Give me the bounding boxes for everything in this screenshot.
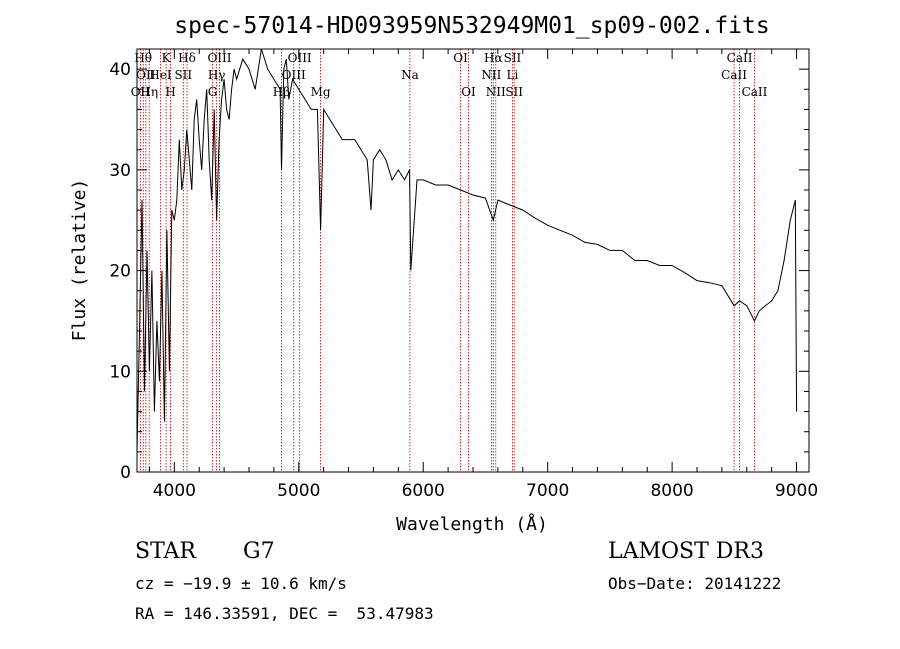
axis-ticks: 4000 5000 6000 7000 8000 9000 0 10 20 30 40 [109,48,818,501]
line-label: SII [505,85,523,99]
line-label: Mg [311,85,331,99]
y-tick-label: 20 [109,262,131,282]
plot-frame [136,48,810,473]
y-tick-label: 30 [109,161,131,181]
coordinates: RA = 146.33591, DEC = 53.47983 [135,604,434,623]
line-label: Na [401,68,419,82]
line-label: H [165,85,175,99]
object-class: STAR [135,539,196,564]
line-label: SII [174,68,192,82]
line-label: CaII [721,68,747,82]
line-label: OII [136,68,156,82]
object-subclass: G7 [243,539,275,564]
line-label: OII [131,85,151,99]
y-tick-label: 10 [109,362,131,382]
obs-date: Obs−Date: 20141222 [608,574,782,593]
line-label: Hη [140,85,158,99]
survey-name: LAMOST DR3 [608,539,764,564]
line-label: NII [486,85,506,99]
line-label: OIII [288,51,312,65]
x-tick-label: 4000 [153,481,196,501]
line-label: K [162,51,172,65]
line-label: NII [481,68,501,82]
y-tick-label: 0 [120,463,131,483]
line-label: Hδ [178,51,196,65]
redshift-cz: cz = −19.9 ± 10.6 km/s [135,574,347,593]
line-label: HeI [149,68,172,82]
line-label: OI [461,85,476,99]
line-label: Hα [484,51,503,65]
line-label: Li [507,68,519,82]
spectrum-line [136,48,798,452]
chart-title: spec-57014-HD093959N532949M01_sp09-002.f… [174,13,769,39]
line-label: CaII [727,51,753,65]
x-tick-label: 8000 [650,481,693,501]
x-tick-label: 9000 [775,481,818,501]
emission-line-markers [139,49,755,472]
y-axis-label: Flux (relative) [69,179,90,342]
y-tick-label: 40 [109,60,131,80]
x-tick-label: 6000 [402,481,445,501]
line-label: Hγ [208,68,226,82]
x-tick-label: 5000 [277,481,320,501]
line-label: OIII [282,68,306,82]
line-label: OIII [207,51,231,65]
line-label: Hβ [273,85,290,99]
line-label: SII [504,51,522,65]
emission-line-labels: OIIHθOIIHηHeIKHSIIHδGHγOIIIHβOIIIOIIIMgN… [131,51,768,99]
line-label: Hθ [134,51,152,65]
x-tick-label: 7000 [526,481,569,501]
line-label: CaII [742,85,768,99]
line-label: G [208,85,218,99]
x-axis-label: Wavelength (Å) [396,513,548,535]
line-label: OI [453,51,468,65]
